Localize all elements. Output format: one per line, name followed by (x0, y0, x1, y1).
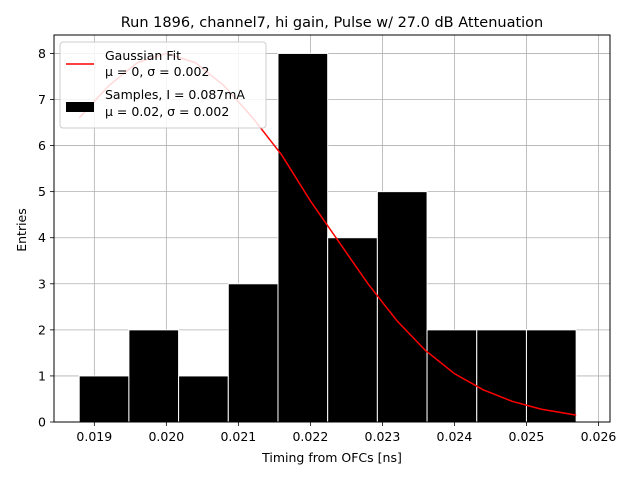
y-axis-label: Entries (14, 208, 29, 252)
histogram-bar (525, 329, 577, 423)
histogram-bar (476, 329, 527, 423)
legend-fit-label: Gaussian Fit (105, 48, 181, 63)
y-ticks: 0 1 2 3 4 5 6 7 8 (38, 46, 54, 430)
x-tick-label: 0.024 (437, 429, 473, 444)
x-ticks: 0.019 0.020 0.021 0.022 0.023 0.024 0.025 0.026 (76, 422, 616, 444)
histogram-bar (128, 329, 180, 423)
histogram-bar (277, 52, 329, 423)
x-tick-label: 0.022 (292, 429, 328, 444)
histogram-bar (78, 375, 130, 423)
legend-samples-swatch (66, 102, 94, 112)
y-tick-label: 0 (38, 415, 46, 430)
y-tick-label: 8 (38, 46, 46, 61)
x-tick-label: 0.023 (365, 429, 401, 444)
x-tick-label: 0.021 (220, 429, 256, 444)
legend-box (59, 41, 267, 129)
x-tick-label: 0.025 (509, 429, 545, 444)
legend: Gaussian Fit μ = 0, σ = 0.002 Samples, I… (59, 41, 267, 129)
x-axis-label: Timing from OFCs [ns] (261, 450, 402, 465)
chart-title: Run 1896, channel7, hi gain, Pulse w/ 27… (121, 15, 544, 31)
histogram-bar (426, 329, 478, 423)
histogram-bar (376, 191, 428, 423)
y-tick-label: 5 (38, 184, 46, 199)
histogram-bar (178, 375, 229, 423)
legend-samples-label: Samples, I = 0.087mA (105, 87, 245, 102)
y-tick-label: 2 (38, 322, 46, 337)
x-tick-label: 0.020 (148, 429, 184, 444)
axes-frame (53, 34, 611, 423)
y-tick-label: 7 (38, 92, 46, 107)
histogram-bars (78, 52, 577, 423)
y-tick-label: 4 (38, 230, 46, 245)
y-tick-label: 3 (38, 276, 46, 291)
y-tick-label: 1 (38, 368, 46, 383)
x-tick-label: 0.019 (76, 429, 112, 444)
legend-samples-params: μ = 0.02, σ = 0.002 (105, 104, 229, 119)
x-tick-label: 0.026 (581, 429, 617, 444)
histogram-bar (327, 237, 378, 423)
histogram-bar (227, 283, 279, 423)
legend-fit-params: μ = 0, σ = 0.002 (105, 64, 209, 79)
y-tick-label: 6 (38, 138, 46, 153)
